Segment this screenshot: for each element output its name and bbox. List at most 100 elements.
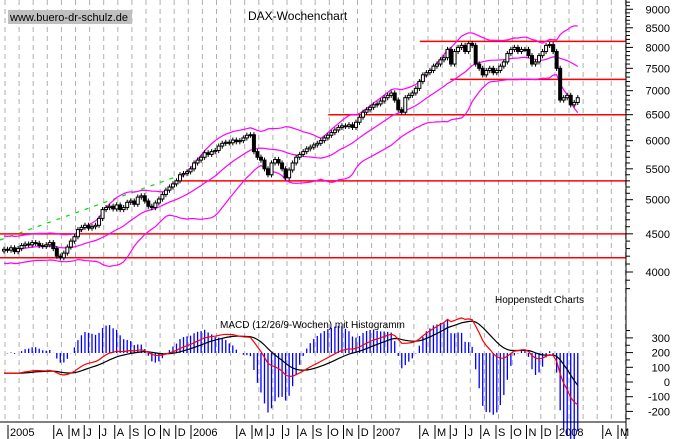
x-tick-label: J: [285, 427, 291, 439]
candle: [494, 69, 499, 74]
moving-average: [3, 56, 579, 251]
candle: [456, 46, 461, 52]
candle: [346, 124, 351, 127]
x-tick-label: S: [315, 427, 322, 439]
candle: [213, 149, 218, 153]
candle: [442, 57, 446, 61]
candle: [297, 153, 302, 158]
candle: [491, 67, 496, 74]
candle: [266, 168, 270, 176]
x-tick-label: N: [529, 427, 537, 439]
candle: [100, 209, 105, 219]
candle: [273, 159, 278, 164]
candle: [61, 252, 66, 259]
candle: [318, 140, 323, 144]
x-tick-label: A: [422, 427, 430, 439]
candle: [480, 67, 485, 76]
candle: [399, 109, 404, 113]
candle: [361, 111, 366, 118]
candle: [75, 229, 80, 238]
macd-tick-label: 100: [652, 362, 670, 374]
y-tick-label: 4000: [646, 267, 670, 279]
y-tick-label: 5500: [646, 164, 670, 176]
candle: [396, 99, 401, 111]
candle: [202, 152, 207, 158]
candle: [26, 243, 31, 246]
x-tick-label: A: [56, 427, 64, 439]
x-tick-label: J: [102, 427, 108, 439]
candle: [16, 248, 21, 253]
candle: [551, 44, 556, 52]
candle: [146, 200, 151, 207]
x-tick-label: N: [346, 427, 354, 439]
y-tick-label: 7500: [646, 63, 670, 75]
candle: [533, 61, 538, 65]
candle: [438, 59, 443, 65]
candle: [40, 245, 45, 248]
chart-title: DAX-Wochenchart: [248, 9, 348, 23]
candle: [575, 97, 580, 103]
macd-tick-label: 200: [652, 348, 670, 360]
candle: [287, 169, 292, 179]
candle: [199, 156, 204, 161]
candle: [47, 242, 52, 246]
candle: [512, 46, 517, 50]
x-tick-label: J: [269, 427, 275, 439]
candle: [149, 205, 154, 209]
candle: [473, 44, 478, 65]
candle: [322, 137, 327, 142]
candle: [12, 247, 17, 253]
x-tick-label: A: [239, 427, 247, 439]
macd-tick-label: 0: [664, 377, 670, 389]
candle: [522, 48, 527, 51]
candle: [561, 97, 566, 101]
candle: [251, 134, 256, 153]
candle: [5, 248, 10, 251]
x-tick-label: O: [330, 427, 339, 439]
candle: [572, 101, 577, 106]
candle: [343, 125, 348, 128]
candle: [227, 141, 232, 144]
y-tick-label: 4500: [646, 229, 670, 241]
candle: [276, 159, 281, 164]
candle: [195, 159, 200, 164]
source-label: Hoppenstedt Charts: [495, 295, 584, 306]
candle: [420, 74, 425, 83]
x-tick-label: D: [178, 427, 186, 439]
y-tick-label: 8500: [646, 23, 670, 35]
candle: [329, 132, 334, 136]
x-tick-label: O: [513, 427, 522, 439]
candle: [72, 236, 77, 242]
candle: [280, 162, 285, 170]
candle: [132, 200, 137, 205]
candle: [339, 125, 344, 128]
candle: [565, 94, 570, 99]
candle: [111, 205, 116, 210]
x-tick-label: 2008: [559, 427, 583, 439]
candle: [163, 189, 168, 196]
candle: [519, 48, 524, 52]
candle: [107, 205, 112, 209]
candle: [315, 142, 320, 146]
x-tick-label: N: [163, 427, 171, 439]
candle: [170, 183, 175, 188]
watermark: www.buero-dr-schulz.de: [9, 12, 128, 24]
candle: [223, 141, 228, 144]
candle: [258, 156, 263, 161]
candle: [37, 242, 42, 247]
candle: [23, 243, 28, 247]
x-tick-label: A: [605, 427, 613, 439]
candle: [501, 61, 506, 67]
candle: [385, 94, 390, 99]
y-tick-label: 6000: [646, 136, 670, 148]
candle: [174, 180, 179, 185]
candle: [79, 226, 84, 231]
macd-tick-label: -200: [648, 406, 670, 418]
candle: [498, 65, 503, 71]
candle: [459, 44, 464, 48]
y-tick-label: 6500: [646, 110, 670, 122]
candle: [505, 53, 510, 63]
candle: [128, 200, 133, 203]
candle: [568, 94, 573, 106]
